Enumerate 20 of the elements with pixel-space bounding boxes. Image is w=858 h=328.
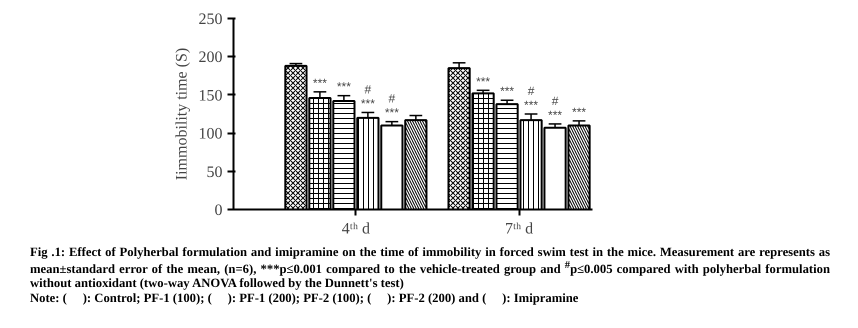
data-label: # *** bbox=[360, 82, 376, 110]
text: Note: ( ): Control; PF-1 (100); ( ): PF-1 (200); PF-2 (100); ( ): PF-2 (200) and ( ): Imipramine bbox=[30, 290, 578, 305]
data-label: *** bbox=[500, 84, 514, 98]
y-tick-label: 200 bbox=[198, 49, 222, 66]
x-tick-label: 4ᵗʰ d bbox=[342, 220, 370, 238]
data-label: *** bbox=[572, 104, 586, 119]
data-label: # *** bbox=[384, 92, 400, 120]
y-axis-title: Iimmobility time (S) bbox=[174, 48, 190, 180]
data-label: # *** bbox=[524, 84, 538, 112]
data-label: *** bbox=[312, 76, 328, 90]
data-label: *** bbox=[336, 80, 352, 94]
x-tick-label: 7ᵗʰ d bbox=[504, 220, 534, 238]
text: Fig .1: Effect of Polyherbal formulation and imipramine on the time of immobility in forced swim test in the mice. Measurement are represents as mean±standard error of the mean, (n=6), ***p≤0.001 compared to the vehicle-treated group and $^{#}$p≤0.005 compared with polyherbal formulation without antioxidant (two-way ANOVA followed by the Dunnett's test) bbox=[30, 245, 830, 290]
data-label: *** bbox=[476, 74, 490, 88]
y-tick-label: 150 bbox=[198, 87, 222, 104]
y-tick-label: 250 bbox=[198, 11, 222, 28]
y-tick-label: 50 bbox=[206, 164, 222, 181]
data-label: # *** bbox=[548, 94, 562, 122]
y-tick-label: 100 bbox=[198, 126, 222, 143]
y-tick-label: 0 bbox=[214, 202, 222, 219]
